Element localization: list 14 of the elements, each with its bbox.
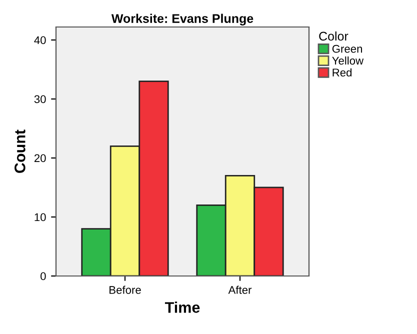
legend-label: Yellow	[332, 56, 364, 65]
x-axis-title: Time	[164, 302, 200, 313]
y-tick-label: 10	[34, 213, 46, 222]
legend-title: Color	[319, 31, 348, 41]
x-tick-label: Before	[110, 286, 141, 294]
y-axis-title: Count	[14, 130, 26, 173]
y-tick-label: 30	[34, 95, 46, 104]
y-tick-label: 40	[34, 36, 46, 44]
legend-label: Green	[332, 44, 362, 53]
y-tick-label: 0	[40, 272, 46, 280]
y-tick-label: 20	[34, 154, 46, 162]
legend-label: Red	[332, 68, 352, 76]
chart-title: Worksite: Evans Plunge	[111, 14, 254, 26]
x-tick-label: After	[228, 286, 252, 294]
